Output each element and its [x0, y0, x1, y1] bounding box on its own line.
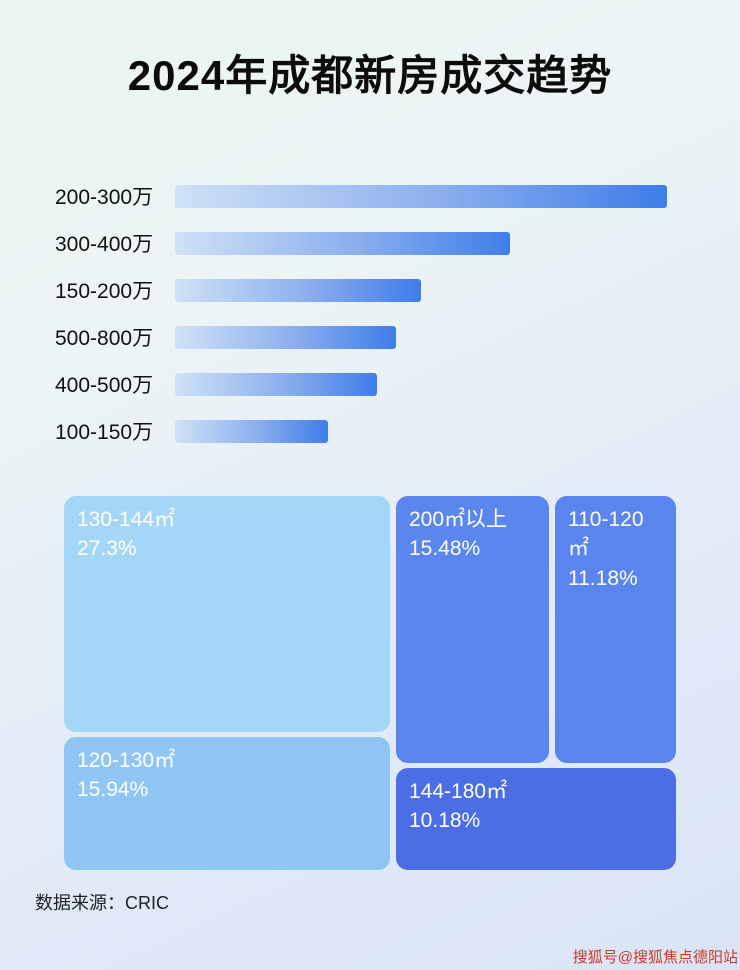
- bar-row: 300-400万: [55, 231, 685, 256]
- treemap-block-value: 15.94%: [77, 778, 149, 802]
- bar-row: 200-300万: [55, 184, 685, 209]
- bar-category-label: 300-400万: [55, 233, 154, 256]
- treemap-block-value: 10.18%: [409, 809, 481, 833]
- bar-row: 100-150万: [55, 419, 685, 444]
- bar-category-label: 100-150万: [55, 421, 154, 444]
- bar-track: [175, 184, 667, 208]
- bar-category-label: 150-200万: [55, 280, 154, 303]
- area-segment-treemap: 130-144㎡ 27.3% 200㎡以上 15.48% 110-120㎡ 11.18% 1…: [64, 496, 676, 870]
- bar-track: [175, 278, 667, 302]
- treemap-block-label: 200㎡以上: [409, 508, 508, 531]
- bar-track: [175, 419, 667, 443]
- bar: [175, 231, 510, 255]
- bar-track: [175, 231, 667, 255]
- bar-category-label: 500-800万: [55, 327, 154, 350]
- treemap-block-value: 27.3%: [77, 537, 137, 561]
- bar: [175, 184, 667, 208]
- treemap-block: 110-120㎡ 11.18%: [555, 496, 676, 763]
- bar-row: 150-200万: [55, 278, 685, 303]
- bar: [175, 372, 377, 396]
- bar: [175, 325, 397, 349]
- price-band-bar-chart: 200-300万 300-400万 150-200万 500-800万 400-500万…: [55, 184, 685, 466]
- treemap-block-label: 110-120㎡: [568, 508, 644, 561]
- bar-category-label: 200-300万: [55, 186, 154, 209]
- data-source-label: 数据来源：CRIC: [35, 893, 169, 913]
- treemap-block: 144-180㎡ 10.18%: [396, 768, 676, 870]
- treemap-block: 200㎡以上 15.48%: [396, 496, 549, 763]
- bar-row: 500-800万: [55, 325, 685, 350]
- bar-track: [175, 325, 667, 349]
- page-title: 2024年成都新房成交趋势: [127, 52, 613, 99]
- bar-track: [175, 372, 667, 396]
- treemap-block: 130-144㎡ 27.3%: [64, 496, 390, 732]
- treemap-block-value: 15.48%: [409, 537, 481, 561]
- bar-category-label: 400-500万: [55, 374, 154, 397]
- watermark-label: 搜狐号@搜狐焦点德阳站: [572, 949, 738, 966]
- treemap-block-label: 120-130㎡: [77, 749, 176, 772]
- treemap-block-label: 144-180㎡: [409, 780, 508, 803]
- treemap-block: 120-130㎡ 15.94%: [64, 737, 390, 870]
- bar: [175, 278, 421, 302]
- bar: [175, 419, 328, 443]
- treemap-block-value: 11.18%: [568, 566, 638, 590]
- bar-row: 400-500万: [55, 372, 685, 397]
- treemap-block-label: 130-144㎡: [77, 508, 176, 531]
